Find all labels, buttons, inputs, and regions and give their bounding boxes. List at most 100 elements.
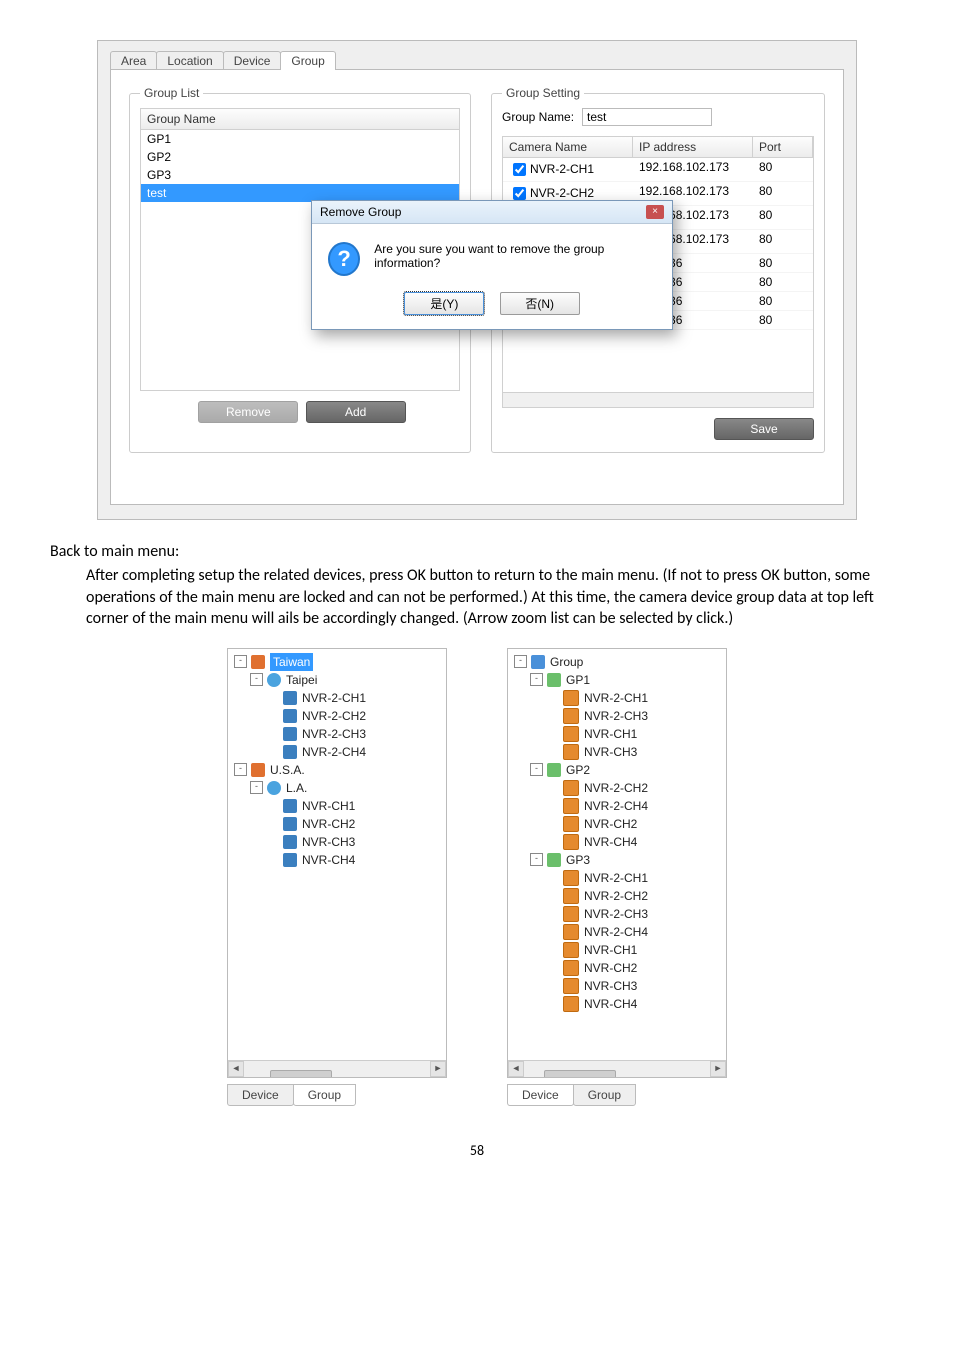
panel-tab-device[interactable]: Device bbox=[227, 1084, 294, 1106]
tree-node[interactable]: NVR-2-CH2 bbox=[514, 779, 726, 797]
tree-hscroll[interactable]: ◄► bbox=[228, 1060, 446, 1077]
tab-area[interactable]: Area bbox=[110, 51, 157, 70]
tree-node-label: GP2 bbox=[566, 761, 590, 779]
modal-yes-button[interactable]: 是(Y) bbox=[404, 292, 484, 315]
cam-o-icon bbox=[563, 726, 579, 742]
tree-node[interactable]: NVR-2-CH3 bbox=[234, 725, 446, 743]
tree-node[interactable]: -Taipei bbox=[234, 671, 446, 689]
tree-node-label: NVR-2-CH3 bbox=[302, 725, 366, 743]
tree-node[interactable]: -Group bbox=[514, 653, 726, 671]
tree-node[interactable]: NVR-2-CH2 bbox=[514, 887, 726, 905]
modal-title: Remove Group bbox=[320, 205, 401, 219]
tree-node[interactable]: NVR-CH1 bbox=[514, 725, 726, 743]
tree-toggle-icon[interactable]: - bbox=[530, 853, 543, 866]
cam-icon bbox=[283, 799, 297, 813]
tab-device[interactable]: Device bbox=[223, 51, 282, 70]
tree-node[interactable]: NVR-CH3 bbox=[234, 833, 446, 851]
clock-icon bbox=[267, 673, 281, 687]
camera-col-header: Port bbox=[753, 137, 813, 158]
tree-node[interactable]: NVR-2-CH4 bbox=[514, 923, 726, 941]
tree-toggle-icon[interactable]: - bbox=[234, 763, 247, 776]
scroll-right-icon[interactable]: ► bbox=[710, 1061, 726, 1077]
tab-group[interactable]: Group bbox=[280, 51, 335, 70]
tree-node[interactable]: - Taiwan bbox=[234, 653, 446, 671]
tree-node[interactable]: NVR-CH4 bbox=[514, 833, 726, 851]
tree-node[interactable]: NVR-2-CH1 bbox=[234, 689, 446, 707]
panel-tab-group[interactable]: Group bbox=[293, 1084, 356, 1106]
close-icon[interactable]: × bbox=[646, 205, 664, 219]
tree-node[interactable]: - GP2 bbox=[514, 761, 726, 779]
group-name-input[interactable] bbox=[582, 108, 712, 126]
group-list-legend: Group List bbox=[140, 86, 203, 100]
modal-no-button[interactable]: 否(N) bbox=[500, 292, 580, 315]
camera-row[interactable]: NVR-2-CH1192.168.102.17380 bbox=[503, 158, 813, 182]
tree-node[interactable]: NVR-CH2 bbox=[514, 959, 726, 977]
scroll-left-icon[interactable]: ◄ bbox=[508, 1061, 524, 1077]
tree-node[interactable]: NVR-2-CH2 bbox=[234, 707, 446, 725]
house-icon bbox=[251, 763, 265, 777]
tree-node[interactable]: -GP1 bbox=[514, 671, 726, 689]
tree-node[interactable]: NVR-CH2 bbox=[234, 815, 446, 833]
tree-node[interactable]: NVR-CH3 bbox=[514, 743, 726, 761]
scroll-left-icon[interactable]: ◄ bbox=[228, 1061, 244, 1077]
tree-hscroll[interactable]: ◄► bbox=[508, 1060, 726, 1077]
tree-node-label: NVR-2-CH4 bbox=[584, 797, 648, 815]
remove-button[interactable]: Remove bbox=[198, 401, 298, 423]
cam-icon bbox=[283, 853, 297, 867]
tree-node[interactable]: NVR-CH4 bbox=[234, 851, 446, 869]
camera-checkbox[interactable] bbox=[513, 163, 526, 176]
tree-node[interactable]: NVR-2-CH3 bbox=[514, 905, 726, 923]
tree-node[interactable]: NVR-2-CH4 bbox=[514, 797, 726, 815]
table-hscroll[interactable] bbox=[503, 392, 813, 407]
group-list-item[interactable]: GP2 bbox=[141, 148, 459, 166]
tree-right-view[interactable]: -Group-GP1NVR-2-CH1NVR-2-CH3NVR-CH1NVR-C… bbox=[507, 648, 727, 1078]
tree-node-label: NVR-CH2 bbox=[302, 815, 355, 833]
tree-node[interactable]: -U.S.A. bbox=[234, 761, 446, 779]
scroll-right-icon[interactable]: ► bbox=[430, 1061, 446, 1077]
page-number: 58 bbox=[50, 1142, 904, 1159]
tree-toggle-icon[interactable]: - bbox=[250, 781, 263, 794]
tree-node-label: NVR-2-CH2 bbox=[584, 887, 648, 905]
tree-node[interactable]: NVR-CH4 bbox=[514, 995, 726, 1013]
tree-node[interactable]: NVR-CH3 bbox=[514, 977, 726, 995]
tree-node[interactable]: NVR-CH1 bbox=[514, 941, 726, 959]
tab-location[interactable]: Location bbox=[156, 51, 223, 70]
tree-toggle-icon[interactable]: - bbox=[250, 673, 263, 686]
tree-node-label: NVR-CH4 bbox=[302, 851, 355, 869]
tree-node[interactable]: NVR-CH1 bbox=[234, 797, 446, 815]
cam-icon bbox=[283, 709, 297, 723]
tree-node-label: Taiwan bbox=[270, 653, 313, 671]
add-button[interactable]: Add bbox=[306, 401, 406, 423]
cam-o-icon bbox=[563, 996, 579, 1012]
save-button[interactable]: Save bbox=[714, 418, 814, 440]
group-list-item[interactable]: GP1 bbox=[141, 130, 459, 148]
panel-tab-device[interactable]: Device bbox=[507, 1084, 574, 1106]
tree-node[interactable]: -GP3 bbox=[514, 851, 726, 869]
tree-node-label: NVR-2-CH1 bbox=[584, 869, 648, 887]
tree-toggle-icon[interactable]: - bbox=[514, 655, 527, 668]
tree-node-label: NVR-CH4 bbox=[584, 833, 637, 851]
tree-node-label: NVR-2-CH1 bbox=[584, 689, 648, 707]
tree-node-label: NVR-2-CH4 bbox=[584, 923, 648, 941]
tree-toggle-icon[interactable]: - bbox=[234, 655, 247, 668]
cam-o-icon bbox=[563, 690, 579, 706]
tree-panels: -Taiwan-TaipeiNVR-2-CH1NVR-2-CH2NVR-2-CH… bbox=[50, 648, 904, 1106]
group-list-item[interactable]: GP3 bbox=[141, 166, 459, 184]
tree-node[interactable]: -L.A. bbox=[234, 779, 446, 797]
tree-node[interactable]: NVR-2-CH1 bbox=[514, 869, 726, 887]
tree-toggle-icon[interactable]: - bbox=[530, 763, 543, 776]
tree-node-label: NVR-CH3 bbox=[584, 743, 637, 761]
tree-node[interactable]: NVR-CH2 bbox=[514, 815, 726, 833]
tree-node[interactable]: NVR-2-CH3 bbox=[514, 707, 726, 725]
cam-icon bbox=[283, 691, 297, 705]
tree-left-view[interactable]: -Taiwan-TaipeiNVR-2-CH1NVR-2-CH2NVR-2-CH… bbox=[227, 648, 447, 1078]
group-list-header: Group Name bbox=[140, 108, 460, 130]
tree-toggle-icon[interactable]: - bbox=[530, 673, 543, 686]
camera-checkbox[interactable] bbox=[513, 187, 526, 200]
tree-node[interactable]: NVR-2-CH1 bbox=[514, 689, 726, 707]
remove-group-modal: Remove Group × ? Are you sure you want t… bbox=[311, 200, 673, 330]
panel-tab-group[interactable]: Group bbox=[573, 1084, 636, 1106]
tree-node[interactable]: NVR-2-CH4 bbox=[234, 743, 446, 761]
cam-o-icon bbox=[563, 942, 579, 958]
cam-icon bbox=[283, 817, 297, 831]
